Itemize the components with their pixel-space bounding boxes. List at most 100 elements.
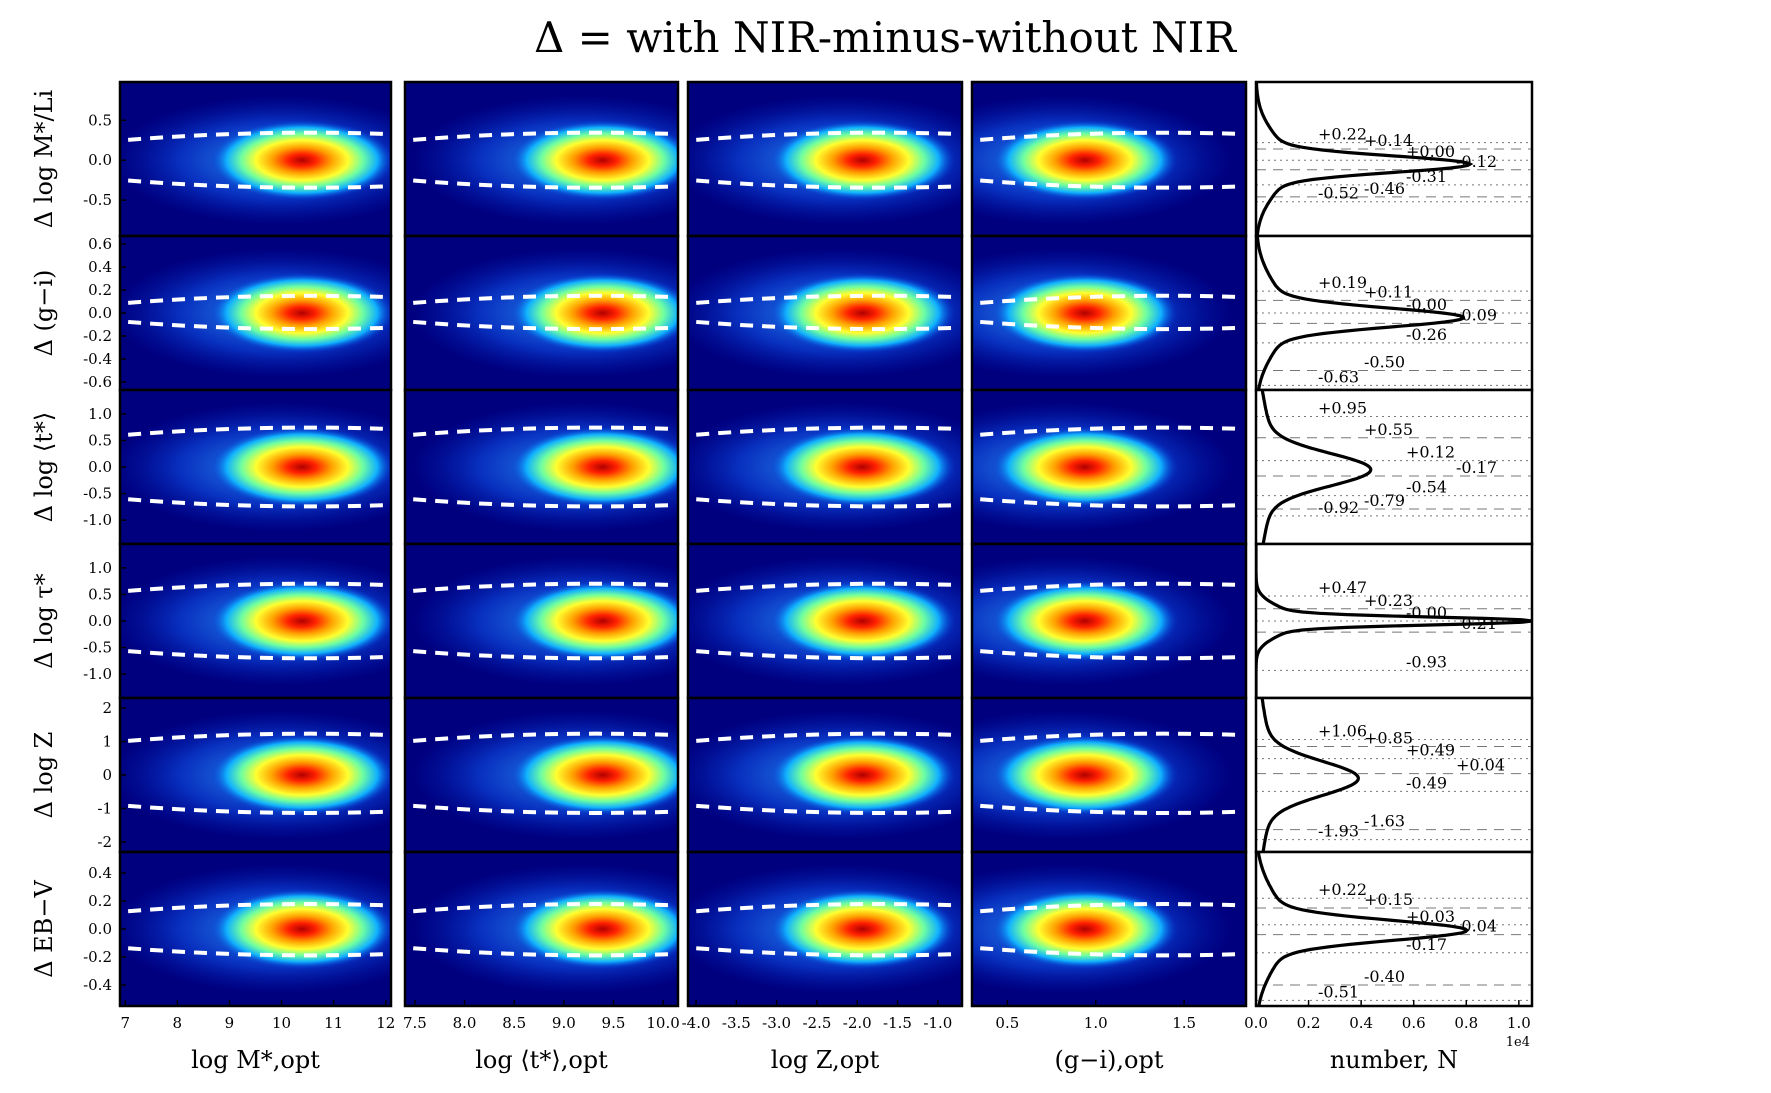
histogram-background — [1256, 698, 1532, 852]
y-axis-label: Δ log ⟨t*⟩ — [30, 412, 58, 522]
contour-upper — [696, 130, 954, 142]
y-tick-label: -2 — [97, 833, 112, 851]
heatmap-panel — [972, 852, 1246, 1006]
heatmap-panel — [120, 698, 391, 852]
heatmap-panel — [405, 698, 678, 852]
y-tick-label: 0.4 — [88, 258, 112, 276]
histogram-annotation: -0.46 — [1364, 179, 1405, 198]
x-tick-label: 7.5 — [403, 1014, 427, 1032]
histogram-annotation: +0.95 — [1318, 399, 1367, 418]
histogram-panel: +0.22+0.15+0.03-0.04 -0.17-0.40 -0.51 — [1256, 852, 1532, 1006]
y-tick-label: -0.6 — [83, 373, 112, 391]
histogram-annotation: -0.49 — [1406, 773, 1447, 792]
density-core — [509, 734, 678, 816]
y-tick-label: -0.4 — [83, 976, 112, 994]
heatmap-panel — [405, 544, 678, 698]
y-tick-label: 1.0 — [88, 559, 112, 577]
contour-upper — [413, 581, 670, 593]
x-tick-label: -4.0 — [682, 1014, 711, 1032]
histogram-annotation: +0.12 — [1406, 443, 1455, 462]
density-core — [991, 888, 1178, 970]
histogram-annotation: -0.12 — [1456, 152, 1497, 171]
figure-title: Δ = with NIR-minus-without NIR — [534, 13, 1237, 62]
histogram-panel: +0.47+0.23-0.00 -0.21 -0.93 — [1256, 544, 1532, 698]
histogram-panel: +1.06+0.85+0.49+0.04 -0.49 -1.63 -1.93 — [1256, 698, 1532, 852]
x-axis-label: number, N — [1330, 1046, 1458, 1074]
x-tick-label: 1.0 — [1507, 1014, 1531, 1032]
histogram-annotation: +0.49 — [1406, 741, 1455, 760]
contour-upper — [127, 581, 383, 593]
histogram-annotation: -0.51 — [1318, 982, 1359, 1001]
heatmap-panel — [972, 544, 1246, 698]
heatmap-panel — [405, 390, 678, 544]
histogram-annotation: +0.85 — [1364, 729, 1413, 748]
heatmap-panel — [405, 852, 678, 1006]
x-tick-label: 0.4 — [1349, 1014, 1373, 1032]
contour-upper — [696, 902, 954, 914]
histogram-annotation: -0.17 — [1456, 458, 1497, 477]
y-tick-label: 0.0 — [88, 151, 112, 169]
histogram-annotation: -0.04 — [1456, 917, 1497, 936]
contour-upper — [980, 581, 1238, 593]
contour-lower — [980, 946, 1238, 958]
contour-upper — [980, 902, 1238, 914]
contour-lower — [980, 649, 1238, 661]
y-tick-label: -1.0 — [83, 665, 112, 683]
y-tick-label: -0.2 — [83, 327, 112, 345]
density-core — [509, 120, 678, 201]
density-core — [991, 272, 1178, 354]
panel-frame — [1254, 850, 1534, 1008]
contour-lower — [127, 319, 383, 332]
histogram-panel: +0.95 +0.55 +0.12-0.17 -0.54-0.79 -0.92 — [1256, 390, 1532, 544]
contour-lower — [696, 649, 954, 661]
histogram-annotation: -0.21 — [1456, 614, 1497, 633]
contour-upper — [413, 293, 670, 305]
panel-frame — [403, 850, 680, 1008]
contour-upper — [980, 130, 1238, 142]
x-tick-label: 10.0 — [646, 1014, 679, 1032]
y-tick-label: 0.5 — [88, 585, 112, 603]
density-core — [769, 888, 956, 970]
histogram-annotation: -0.09 — [1456, 305, 1497, 324]
x-tick-label: 1.0 — [1084, 1014, 1108, 1032]
histogram-curve — [1256, 82, 1474, 236]
contour-lower — [980, 319, 1238, 332]
contour-upper — [127, 130, 383, 142]
contour-lower — [413, 497, 670, 509]
contour-lower — [696, 497, 954, 509]
heatmap-panel — [120, 236, 391, 390]
histogram-annotation: +0.04 — [1456, 756, 1505, 775]
y-tick-label: -0.4 — [83, 350, 112, 368]
histogram-annotation: +0.11 — [1364, 282, 1413, 301]
heatmap-panel — [972, 698, 1246, 852]
contour-upper — [413, 731, 670, 743]
contour-upper — [413, 425, 670, 437]
panel-frame — [686, 850, 964, 1008]
density-core — [769, 272, 956, 354]
y-tick-label: 1.0 — [88, 405, 112, 423]
y-axis-label: Δ log M*/Li — [30, 90, 58, 229]
contour-lower — [980, 178, 1238, 190]
contour-lower — [127, 649, 383, 661]
histogram-annotation: -0.92 — [1318, 498, 1359, 517]
x-tick-label: 0.2 — [1297, 1014, 1321, 1032]
contour-lower — [696, 319, 954, 332]
density-core — [769, 734, 956, 816]
heatmap-panel — [972, 236, 1246, 390]
histogram-annotation: -0.26 — [1406, 325, 1447, 344]
heatmap-panel — [688, 852, 962, 1006]
x-tick-label: 8.0 — [453, 1014, 477, 1032]
y-axis-label: Δ (g−i) — [30, 270, 58, 357]
x-axis-label: (g−i),opt — [1055, 1046, 1164, 1074]
density-core — [769, 426, 956, 508]
histogram-annotation: -0.54 — [1406, 478, 1447, 497]
density-core — [209, 580, 391, 662]
heatmap-panel — [688, 390, 962, 544]
density-core — [991, 580, 1178, 662]
heatmap-panel — [688, 544, 962, 698]
histogram-annotation: -0.50 — [1364, 352, 1405, 371]
histogram-annotation: +0.14 — [1364, 131, 1413, 150]
heatmap-panel — [688, 698, 962, 852]
contour-lower — [413, 946, 670, 958]
